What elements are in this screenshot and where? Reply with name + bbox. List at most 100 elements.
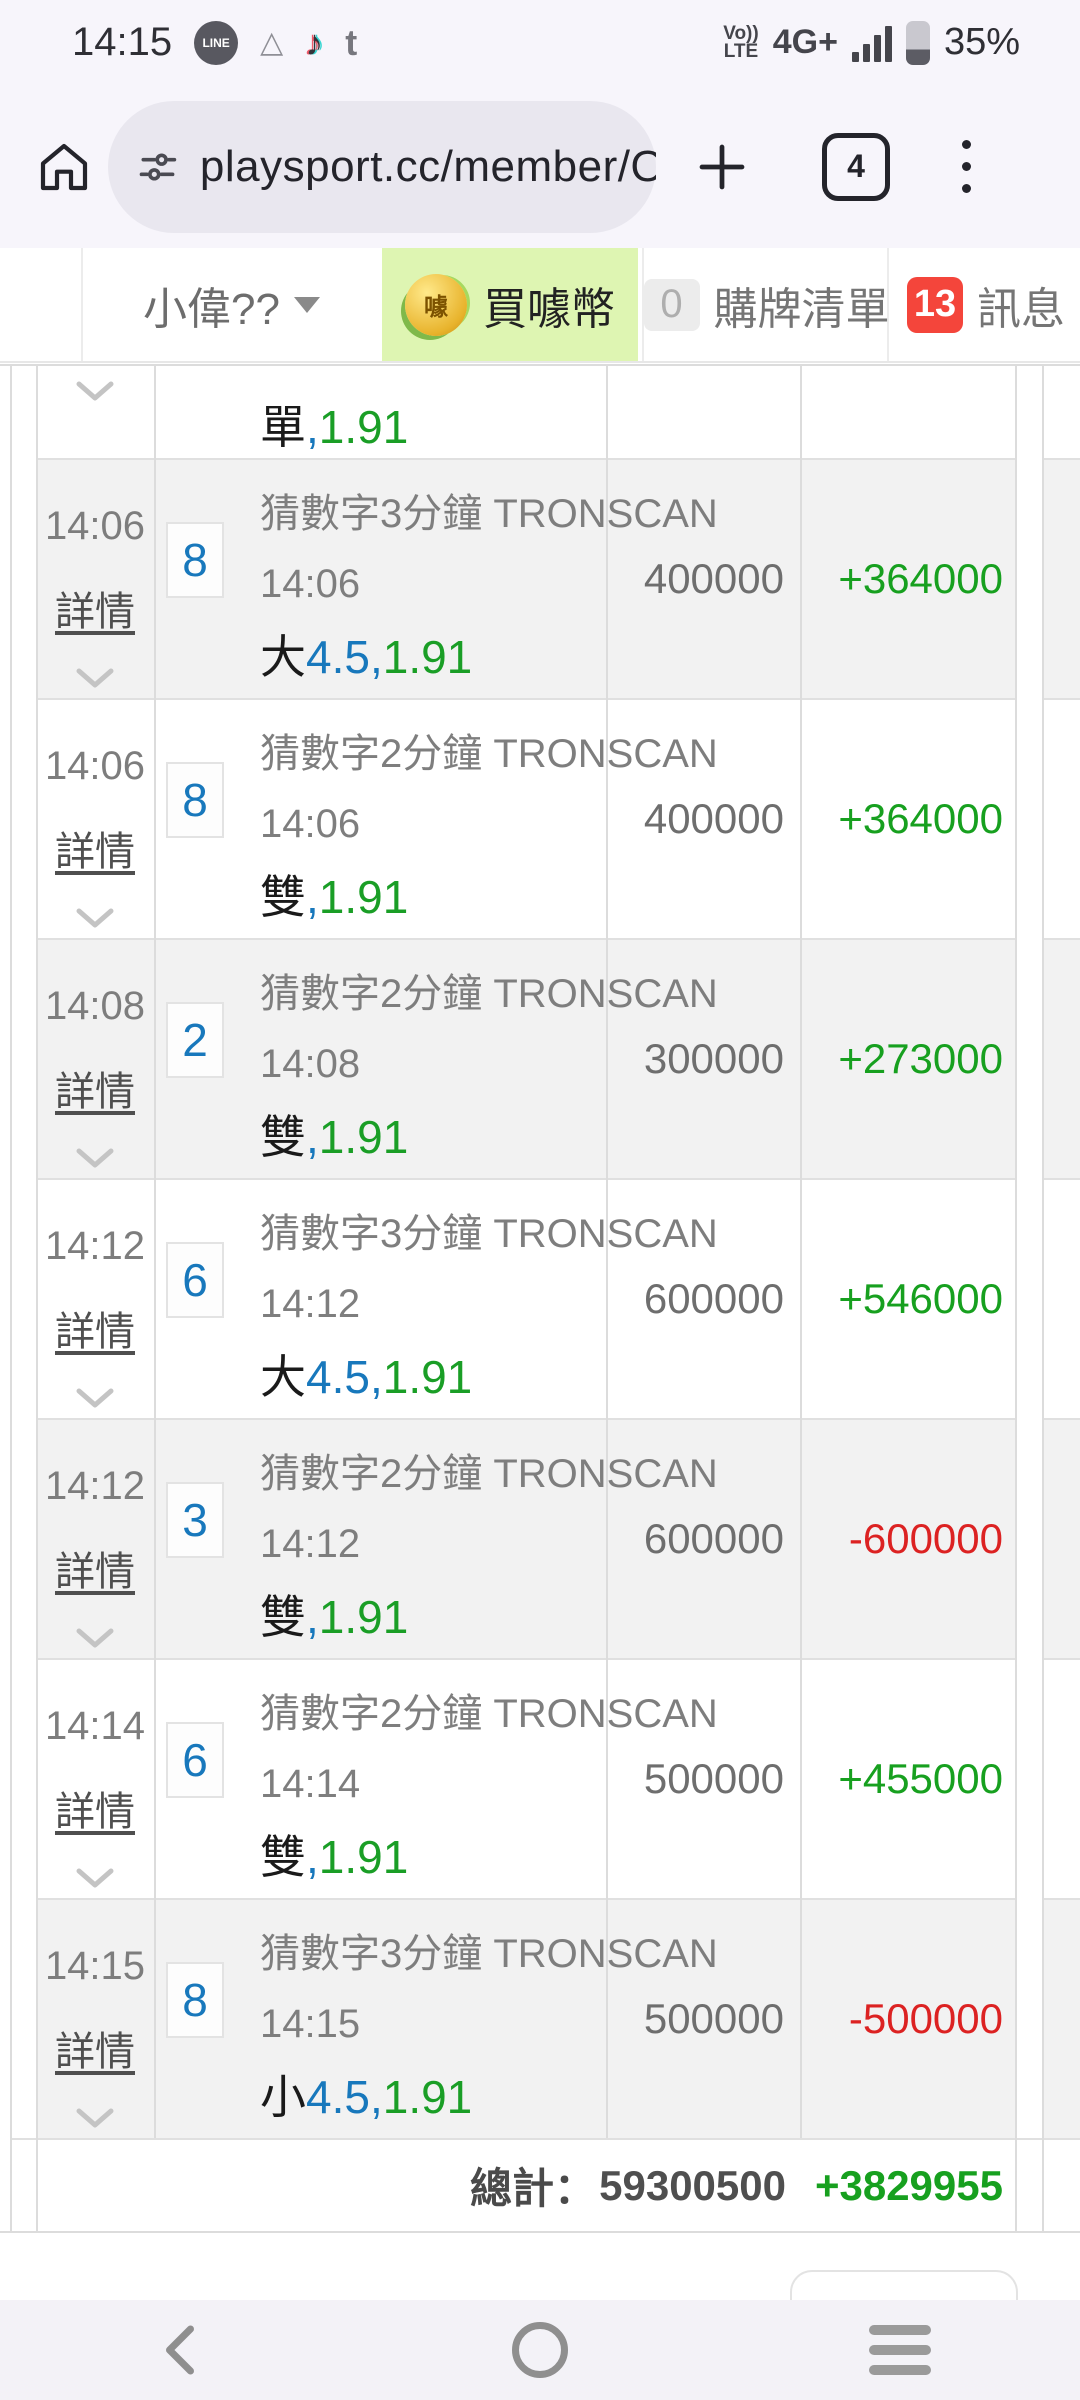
bet-time: 14:14 — [44, 1704, 146, 1748]
username: 小偉?? — [143, 284, 280, 334]
home-circle-icon — [512, 2322, 568, 2378]
network-type: 4G+ — [772, 23, 838, 61]
bet-time: 14:15 — [44, 1944, 146, 1988]
gutter-cell — [10, 698, 36, 938]
home-nav-button[interactable] — [360, 2322, 720, 2378]
bet-description-cell: 2 猜數字2分鐘 TRONSCAN 14:08 雙,1.91 — [154, 938, 718, 1178]
buy-coin-button[interactable]: 噱 買噱幣 — [382, 248, 638, 361]
new-tab-button[interactable] — [692, 137, 752, 197]
notification-triangle-icon: △ — [260, 25, 284, 59]
detail-link[interactable]: 詳情 — [55, 1070, 135, 1114]
detail-link[interactable]: 詳情 — [55, 1790, 135, 1834]
bet-cell: 單,1.91 — [154, 366, 606, 458]
expand-chevron-icon[interactable] — [75, 667, 115, 689]
battery-percent: 35% — [943, 21, 1020, 63]
edge-cell — [1042, 698, 1080, 938]
divider — [81, 248, 83, 361]
stake-cell: 400000 — [606, 458, 800, 698]
tab-count: 4 — [847, 148, 865, 184]
plus-icon — [699, 144, 745, 189]
gutter-cell — [10, 366, 36, 458]
total-empty-cell — [36, 2138, 154, 2231]
stake-cell: 500000 — [606, 1898, 800, 2138]
back-button[interactable] — [0, 2322, 360, 2378]
expand-chevron-icon[interactable] — [75, 380, 115, 402]
profit-cell: +273000 — [800, 938, 1015, 1178]
edge-cell — [1042, 366, 1080, 458]
game-name: 猜數字3分鐘 TRONSCAN — [260, 1932, 718, 1976]
detail-link[interactable]: 詳情 — [55, 1310, 135, 1354]
gutter-cell — [10, 1418, 36, 1658]
grid-line — [1015, 366, 1017, 2231]
browser-menu-button[interactable] — [956, 134, 977, 199]
profit-cell: -500000 — [800, 1898, 1015, 2138]
detail-link[interactable]: 詳情 — [55, 830, 135, 874]
time-cell — [36, 366, 154, 458]
bet-history-table: 單,1.91 14:06 詳情 8 猜數字3分鐘 TRONSCAN 14:06 … — [0, 364, 1080, 2233]
gutter-cell — [1015, 938, 1042, 1178]
game-name: 猜數字3分鐘 TRONSCAN — [260, 1212, 718, 1256]
edge-cell — [0, 1178, 10, 1418]
game-name: 猜數字2分鐘 TRONSCAN — [260, 1692, 718, 1736]
battery-icon — [905, 20, 930, 65]
detail-link[interactable]: 詳情 — [55, 590, 135, 634]
expand-chevron-icon[interactable] — [75, 2107, 115, 2129]
profit-cell: +364000 — [800, 698, 1015, 938]
bet-line: 小4.5,1.91 — [260, 2071, 473, 2123]
bet-line: 雙,1.91 — [260, 1831, 409, 1883]
rows-container: 14:06 詳情 8 猜數字3分鐘 TRONSCAN 14:06 大4.5,1.… — [0, 458, 1080, 2138]
messages-link[interactable]: 13 訊息 — [889, 248, 1080, 361]
stake-cell: 400000 — [606, 698, 800, 938]
cart-link[interactable]: 0 購牌清單 — [643, 248, 890, 361]
detail-link[interactable]: 詳情 — [55, 2030, 135, 2074]
cart-count-badge: 0 — [643, 278, 700, 331]
detail-link[interactable]: 詳情 — [55, 1550, 135, 1594]
time-cell: 14:15 詳情 — [36, 1898, 154, 2138]
url-bar[interactable]: playsport.cc/member/Ot — [108, 100, 656, 233]
bet-line: 雙,1.91 — [260, 1111, 409, 1163]
gutter-cell — [1015, 1418, 1042, 1658]
bet-time: 14:12 — [44, 1224, 146, 1268]
home-icon — [40, 143, 88, 190]
edge-cell — [1042, 458, 1080, 698]
home-button[interactable] — [34, 137, 94, 197]
user-menu[interactable]: 小偉?? — [81, 248, 382, 361]
expand-chevron-icon[interactable] — [75, 1627, 115, 1649]
stake-cell — [606, 366, 800, 458]
chevron-down-icon — [293, 296, 320, 313]
edge-cell — [0, 2138, 10, 2231]
table-row-partial: 單,1.91 — [0, 366, 1080, 458]
time-cell: 14:08 詳情 — [36, 938, 154, 1178]
pick-number-badge: 3 — [166, 1482, 224, 1558]
edge-cell — [1042, 1898, 1080, 2138]
game-time: 14:06 — [260, 802, 361, 846]
expand-chevron-icon[interactable] — [75, 1387, 115, 1409]
expand-chevron-icon[interactable] — [75, 1147, 115, 1169]
pick-number-badge: 8 — [166, 1962, 224, 2038]
total-row: 總計： 59300500 +3829955 — [0, 2138, 1080, 2231]
profit-cell — [800, 366, 1015, 458]
game-name: 猜數字2分鐘 TRONSCAN — [260, 1452, 718, 1496]
line-app-icon: LINE — [194, 20, 239, 65]
stake-cell: 500000 — [606, 1658, 800, 1898]
gutter-cell — [1015, 366, 1042, 458]
table-row: 14:06 詳情 8 猜數字3分鐘 TRONSCAN 14:06 大4.5,1.… — [0, 458, 1080, 698]
buy-coin-label: 買噱幣 — [483, 284, 615, 334]
tab-switcher-button[interactable]: 4 — [822, 132, 890, 201]
game-time: 14:08 — [260, 1042, 361, 1086]
gutter-cell — [1015, 458, 1042, 698]
edge-cell — [0, 1658, 10, 1898]
game-time: 14:15 — [260, 2002, 361, 2046]
pick-number-badge: 6 — [166, 1722, 224, 1798]
bet-description-cell: 6 猜數字3分鐘 TRONSCAN 14:12 大4.5,1.91 — [154, 1178, 718, 1418]
bet-description-cell: 8 猜數字2分鐘 TRONSCAN 14:06 雙,1.91 — [154, 698, 718, 938]
profit-cell: +455000 — [800, 1658, 1015, 1898]
recents-button[interactable] — [720, 2325, 1080, 2375]
table-row: 14:06 詳情 8 猜數字2分鐘 TRONSCAN 14:06 雙,1.91 … — [0, 698, 1080, 938]
expand-chevron-icon[interactable] — [75, 907, 115, 929]
pick-number-badge: 8 — [166, 522, 224, 598]
total-stake: 59300500 — [599, 2138, 800, 2231]
bet-line: 單,1.91 — [260, 401, 409, 453]
coin-icon: 噱 — [405, 273, 467, 336]
expand-chevron-icon[interactable] — [75, 1867, 115, 1889]
